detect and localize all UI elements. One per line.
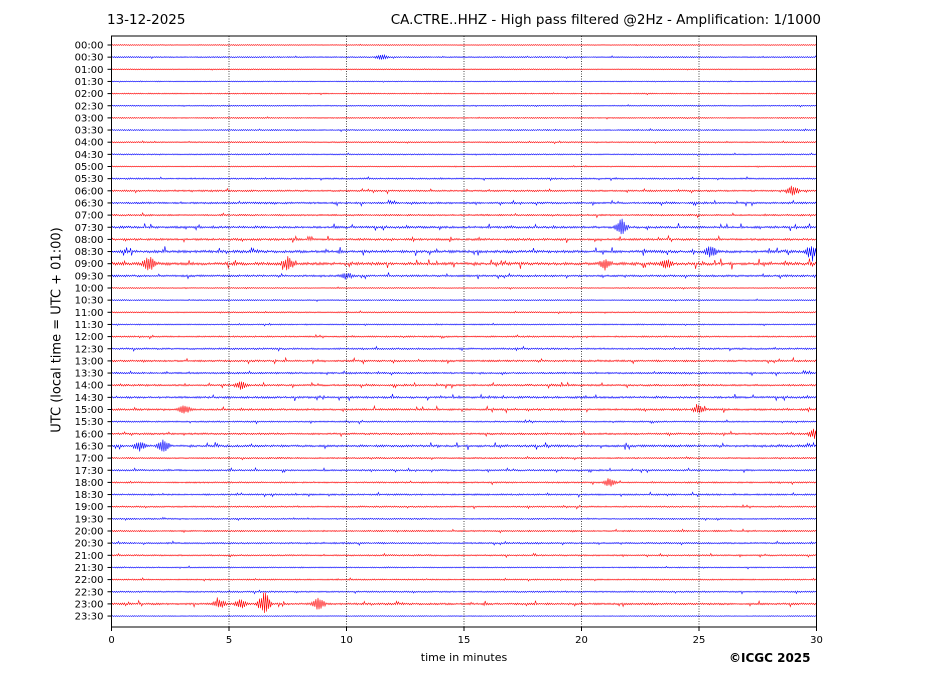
grid-group (228, 36, 700, 627)
x-tick-label: 0 (108, 635, 114, 646)
trace-0700 (111, 212, 817, 219)
y-tick-label: 16:30 (75, 441, 104, 452)
y-tick-label: 09:30 (75, 271, 104, 282)
x-tick-label: 15 (458, 635, 471, 646)
y-tick-label: 08:30 (75, 247, 104, 258)
y-tick-label: 20:30 (75, 539, 104, 550)
y-tick-label: 17:30 (75, 466, 104, 477)
y-tick-label: 22:30 (75, 587, 104, 598)
y-tick-label: 13:00 (75, 356, 104, 367)
y-tick-label: 21:00 (75, 551, 104, 562)
y-tick-label: 12:00 (75, 332, 104, 343)
y-tick-label: 02:30 (75, 101, 104, 112)
y-tick-label: 20:00 (75, 527, 104, 538)
y-tick-label: 18:30 (75, 490, 104, 501)
trace-1030 (111, 298, 817, 302)
y-tick-label: 17:00 (75, 454, 104, 465)
x-tick-label: 30 (810, 635, 823, 646)
trace-2000 (111, 528, 817, 534)
trace-group (111, 43, 817, 618)
x-tick-label: 25 (693, 635, 706, 646)
y-tick-label: 09:00 (75, 259, 104, 270)
y-tick-label: 15:30 (75, 417, 104, 428)
date-label: 13-12-2025 (107, 12, 186, 28)
copyright-label: ©ICGC 2025 (729, 651, 811, 665)
trace-0900 (111, 256, 817, 271)
y-tick-label: 10:30 (75, 296, 104, 307)
trace-0000 (111, 43, 817, 47)
y-tick-label: 07:30 (75, 223, 104, 234)
y-tick-label: 18:00 (75, 478, 104, 489)
y-tick-label: 11:30 (75, 320, 104, 331)
y-tick-label: 01:30 (75, 77, 104, 88)
trace-1430 (111, 393, 817, 402)
x-tick-label: 20 (575, 635, 588, 646)
y-tick-label: 00:30 (75, 53, 104, 64)
y-tick-label: 23:00 (75, 599, 104, 610)
y-tick-label: 10:00 (75, 284, 104, 295)
x-tick-label: 5 (226, 635, 232, 646)
trace-1730 (111, 466, 817, 474)
y-tick-label: 02:00 (75, 89, 104, 100)
plot-frame (111, 35, 817, 628)
y-tick-label: 23:30 (75, 612, 104, 623)
trace-1330 (111, 369, 817, 377)
y-tick-label: 03:00 (75, 113, 104, 124)
trace-0300 (111, 116, 817, 120)
y-tick-label: 05:00 (75, 162, 104, 173)
y-tick-label: 01:00 (75, 65, 104, 76)
y-tick-label: 19:00 (75, 502, 104, 513)
trace-1800 (111, 478, 817, 487)
y-tick-label: 00:00 (75, 41, 104, 52)
trace-2100 (111, 552, 817, 559)
y-tick-label: 06:00 (75, 186, 104, 197)
x-axis-label: time in minutes (420, 651, 508, 664)
trace-1100 (111, 310, 817, 315)
y-tick-label: 04:00 (75, 138, 104, 149)
y-tick-label: 05:30 (75, 174, 104, 185)
y-tick-label: 03:30 (75, 126, 104, 137)
y-tick-label: 22:00 (75, 575, 104, 586)
y-tick-label: 13:30 (75, 369, 104, 380)
trace-1400 (111, 381, 817, 390)
y-tick-label: 04:30 (75, 150, 104, 161)
trace-2300 (111, 592, 817, 614)
y-tick-label: 16:00 (75, 429, 104, 440)
trace-1000 (111, 286, 817, 290)
y-tick-label: 12:30 (75, 344, 104, 355)
chart-title: CA.CTRE..HHZ - High pass filtered @2Hz -… (390, 12, 821, 28)
trace-2130 (111, 565, 817, 570)
y-tick-label: 15:00 (75, 405, 104, 416)
y-tick-label: 21:30 (75, 563, 104, 574)
y-tick-label: 14:30 (75, 393, 104, 404)
trace-0330 (111, 128, 817, 133)
y-tick-label: 11:00 (75, 308, 104, 319)
y-tick-label: 06:30 (75, 198, 104, 209)
y-tick-label: 08:00 (75, 235, 104, 246)
x-tick-label: 10 (340, 635, 353, 646)
y-tick-label: 19:30 (75, 514, 104, 525)
y-tick-label: 07:00 (75, 211, 104, 222)
y-tick-label: 14:00 (75, 381, 104, 392)
x-axis: 0 5 10 15 20 25 30 (108, 627, 823, 646)
